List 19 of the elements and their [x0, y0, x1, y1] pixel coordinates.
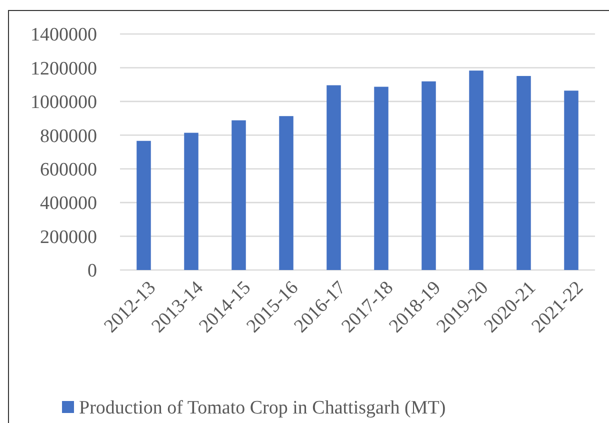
y-tick-label: 800000	[40, 126, 97, 147]
bar	[136, 140, 151, 270]
y-tick-label: 1200000	[30, 58, 97, 80]
bar	[326, 85, 341, 270]
y-tick-label: 0	[88, 260, 97, 282]
bar	[422, 81, 436, 270]
bar	[279, 116, 294, 270]
legend-label: Production of Tomato Crop in Chattisgarh (MT)	[79, 398, 446, 419]
y-tick-label: 1400000	[30, 24, 97, 46]
bar	[564, 90, 578, 270]
y-tick-label: 400000	[40, 193, 97, 214]
y-tick-label: 1000000	[30, 92, 97, 114]
bar	[469, 70, 484, 270]
bar	[232, 120, 246, 270]
bar	[516, 76, 531, 270]
bar	[184, 132, 198, 270]
y-tick-label: 600000	[40, 160, 97, 181]
bar	[374, 86, 388, 270]
y-tick-label: 200000	[40, 226, 97, 248]
